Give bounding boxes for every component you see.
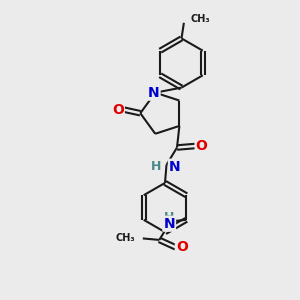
Text: N: N	[148, 86, 160, 100]
Text: H: H	[164, 211, 174, 224]
Text: CH₃: CH₃	[116, 233, 135, 243]
Text: O: O	[196, 139, 208, 153]
Text: N: N	[169, 160, 181, 174]
Text: O: O	[176, 240, 188, 254]
Text: H: H	[151, 160, 161, 173]
Text: CH₃: CH₃	[190, 14, 210, 24]
Text: O: O	[112, 103, 124, 117]
Text: N: N	[164, 217, 175, 231]
